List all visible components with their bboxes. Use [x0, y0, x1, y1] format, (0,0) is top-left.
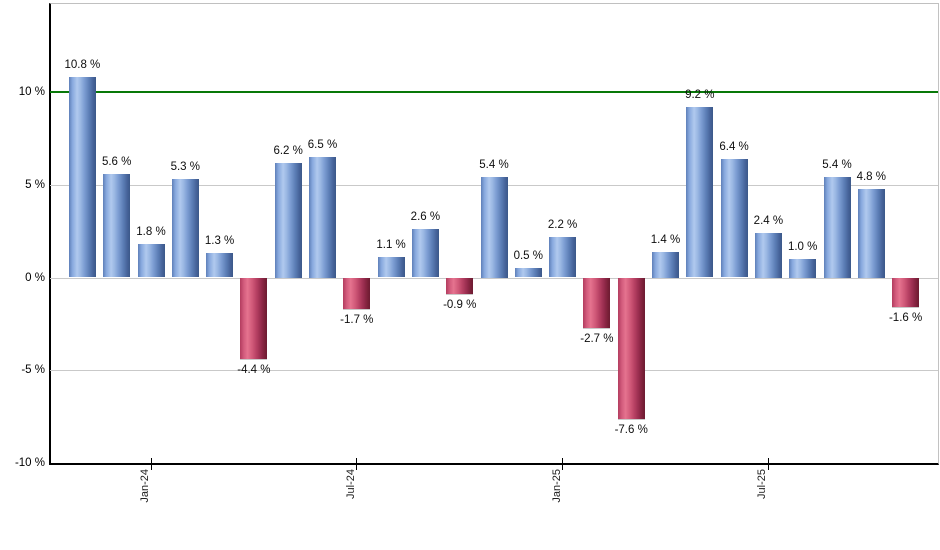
bar-value-label: 1.1 %: [376, 239, 406, 252]
y-axis-tick-label: 10 %: [18, 86, 45, 98]
x-axis-tick: [356, 458, 358, 470]
bar: [857, 188, 885, 278]
bar-value-label: -4.4 %: [237, 364, 271, 377]
bar: [686, 106, 714, 278]
bar: [171, 179, 199, 278]
bar-value-label: 1.0 %: [787, 241, 818, 253]
x-axis-tick: [767, 458, 769, 470]
x-axis-tick-label: Jan-25: [551, 469, 568, 531]
bar: [446, 277, 474, 296]
bar-value-label: 5.4 %: [479, 159, 509, 172]
bar: [377, 257, 405, 278]
x-axis-tick-label-text: Jan-25: [550, 469, 563, 503]
bar-value-label: 2.6 %: [410, 211, 441, 224]
bar-value-label: -1.6 %: [888, 312, 923, 325]
bar: [274, 162, 302, 278]
bar-value-label: 6.2 %: [273, 144, 303, 157]
x-axis-tick-label: Jan-24: [139, 469, 156, 531]
x-axis-tick: [150, 458, 152, 470]
bar-value-label: 1.3 %: [204, 235, 235, 248]
bar-value-label: 1.4 %: [650, 233, 681, 246]
bar: [892, 277, 920, 309]
bar: [652, 251, 679, 278]
x-axis-tick: [562, 458, 564, 470]
bar-value-label: -0.9 %: [443, 299, 477, 312]
x-axis-tick-label: Jul-25: [756, 469, 773, 531]
y-axis-tick-label: -10 %: [14, 457, 45, 469]
bar-value-label: -2.7 %: [580, 332, 614, 345]
bar: [720, 158, 748, 278]
bar: [137, 244, 165, 278]
x-axis-tick-label: Jul-24: [345, 469, 362, 531]
bar: [68, 77, 96, 278]
bar: [549, 236, 577, 278]
h-gridline: [50, 370, 938, 371]
bar-value-label: 2.2 %: [547, 218, 578, 231]
bar: [823, 177, 851, 278]
bar: [617, 277, 645, 420]
bar-value-label: 4.8 %: [856, 170, 886, 183]
bar: [583, 277, 611, 329]
bar-value-label: 5.4 %: [822, 159, 852, 172]
y-axis-tick-label: 5 %: [25, 179, 45, 191]
bar: [789, 259, 817, 278]
bar-value-label: -1.7 %: [340, 314, 374, 326]
bar: [514, 268, 542, 278]
reference-line-10pct: [50, 91, 938, 93]
bar-value-label: -7.6 %: [614, 423, 648, 436]
bar: [754, 233, 782, 278]
h-gridline: [50, 278, 938, 279]
bar-value-label: 1.8 %: [136, 226, 166, 239]
bar-value-label: 6.5 %: [307, 139, 338, 151]
bar: [480, 177, 508, 278]
bar-value-label: 0.5 %: [513, 250, 543, 263]
bar-value-label: 6.4 %: [719, 140, 749, 153]
bar: [309, 157, 336, 278]
bar-value-label: 2.4 %: [753, 215, 784, 227]
bar: [343, 277, 371, 310]
x-axis-tick-label-text: Jul-25: [756, 469, 769, 499]
y-axis-tick-label: -5 %: [21, 364, 45, 376]
x-axis-tick-label-text: Jan-24: [139, 469, 151, 503]
y-axis-tick-label: 0 %: [25, 272, 45, 284]
bar-value-label: 10.8 %: [64, 59, 101, 72]
bar: [240, 277, 268, 361]
bar-value-label: 5.6 %: [101, 155, 132, 168]
bar: [103, 173, 131, 278]
x-axis-tick-label-text: Jul-24: [344, 469, 357, 499]
bar: [206, 253, 234, 278]
bar: [411, 229, 439, 278]
bar-value-label: 5.3 %: [170, 161, 200, 174]
bar-value-label: 9.2 %: [685, 88, 715, 101]
